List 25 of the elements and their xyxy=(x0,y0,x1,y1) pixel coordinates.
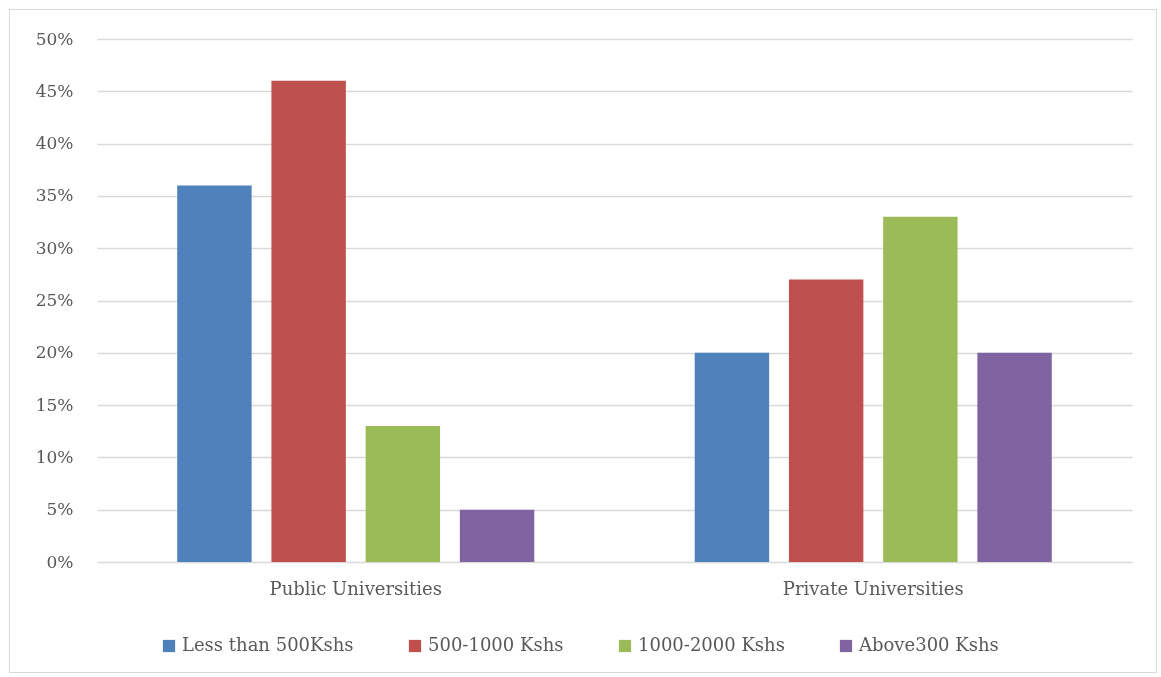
y-tick-label: 30% xyxy=(35,237,74,258)
legend-label: Above300 Kshs xyxy=(858,634,999,655)
legend-label: Less than 500Kshs xyxy=(182,634,354,655)
bar xyxy=(177,185,252,562)
y-tick-label: 45% xyxy=(35,80,74,101)
y-tick-label: 40% xyxy=(35,133,74,154)
y-tick-label: 25% xyxy=(35,290,74,310)
x-tick-label: Public Universities xyxy=(269,577,442,599)
y-tick-label: 50% xyxy=(35,28,74,49)
bar xyxy=(459,509,535,562)
y-tick-label: 15% xyxy=(35,394,74,415)
y-tick-label: 0% xyxy=(46,551,74,572)
bar xyxy=(788,279,864,562)
bar xyxy=(977,352,1052,562)
bar xyxy=(883,216,958,562)
y-tick-label: 35% xyxy=(35,185,74,206)
legend-label: 500-1000 Kshs xyxy=(428,634,564,655)
bar xyxy=(365,426,441,562)
y-tick-label: 5% xyxy=(46,499,74,520)
y-tick-label: 10% xyxy=(35,446,74,467)
bar xyxy=(694,352,770,562)
legend-label: 1000-2000 Kshs xyxy=(638,634,785,655)
bar xyxy=(271,80,346,562)
x-tick-label: Private Universities xyxy=(782,577,964,599)
y-tick-label: 20% xyxy=(35,342,74,363)
